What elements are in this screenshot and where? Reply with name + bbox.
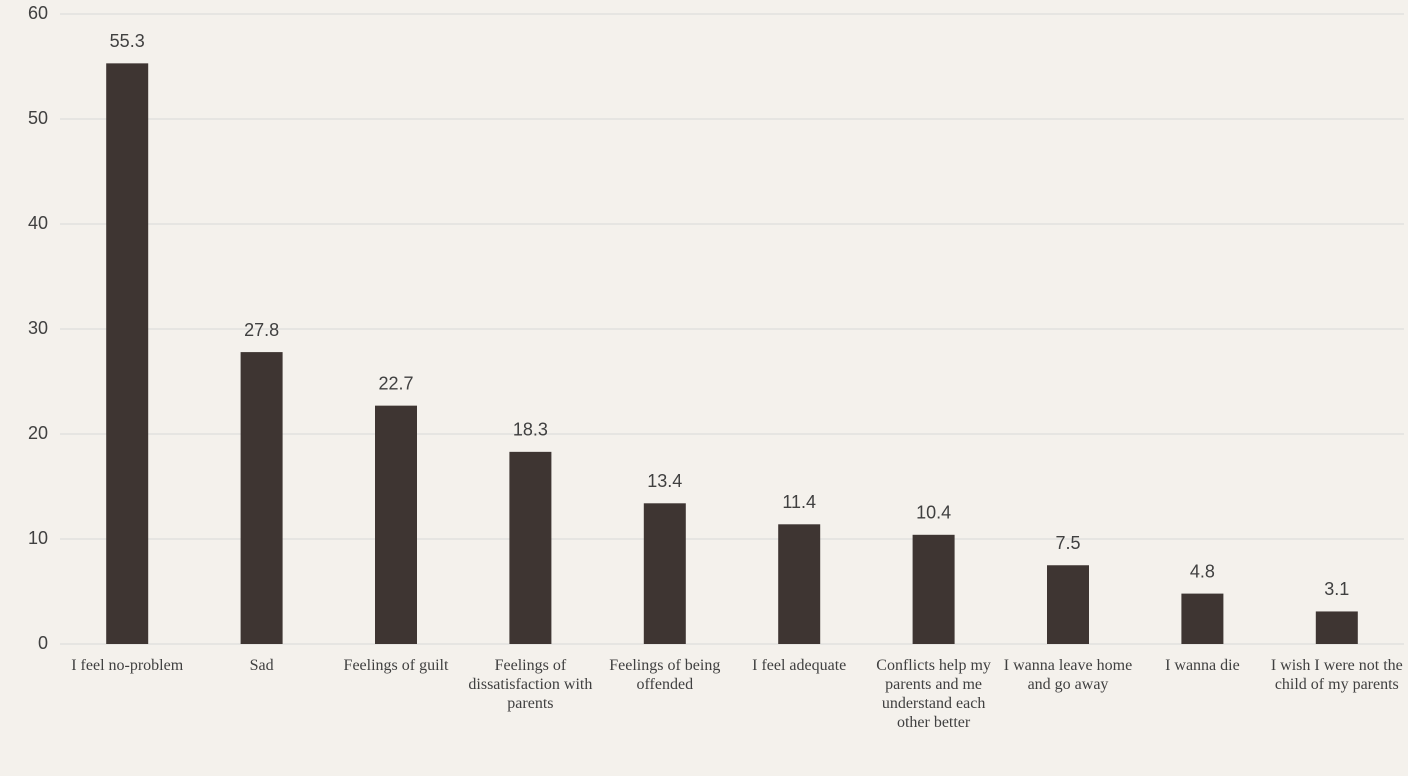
- y-tick-label: 50: [28, 108, 48, 128]
- x-tick-label: Sad: [249, 657, 274, 674]
- value-label: 10.4: [916, 503, 951, 523]
- x-tick-label: I wish I were not the child of my parent…: [1270, 657, 1403, 693]
- x-tick-label: I feel adequate: [752, 657, 847, 674]
- value-label: 27.8: [244, 320, 279, 340]
- bar: [912, 534, 955, 644]
- y-tick-label: 10: [28, 528, 48, 548]
- value-label: 18.3: [513, 420, 548, 440]
- value-label: 11.4: [782, 492, 816, 512]
- x-tick-label: I wanna leave home and go away: [1003, 657, 1133, 693]
- bar: [1315, 611, 1358, 644]
- bar: [509, 451, 552, 644]
- x-tick-label: Feelings of guilt: [343, 657, 449, 674]
- bar: [375, 405, 417, 644]
- bar: [778, 524, 821, 644]
- bar: [1181, 593, 1224, 644]
- bar: [1047, 565, 1089, 644]
- value-label: 13.4: [647, 471, 682, 491]
- value-label: 55.3: [110, 31, 145, 51]
- bar: [643, 503, 686, 644]
- x-tick-label: Feelings of dissatisfaction with parents: [468, 657, 593, 712]
- x-tick-label: Feelings of being offended: [609, 657, 721, 693]
- bar: [240, 352, 283, 644]
- y-tick-label: 40: [28, 213, 48, 233]
- bar: [106, 63, 149, 645]
- x-tick-label: I wanna die: [1165, 657, 1240, 674]
- y-tick-label: 60: [28, 3, 48, 23]
- x-tick-label: I feel no-problem: [71, 657, 184, 674]
- value-label: 3.1: [1324, 579, 1349, 599]
- y-tick-label: 0: [38, 633, 48, 653]
- x-tick-label: Conflicts help my parents and me underst…: [876, 657, 991, 731]
- value-label: 22.7: [378, 373, 413, 393]
- value-label: 4.8: [1190, 561, 1215, 581]
- value-label: 7.5: [1055, 533, 1080, 553]
- y-tick-label: 20: [28, 423, 48, 443]
- y-tick-label: 30: [28, 318, 48, 338]
